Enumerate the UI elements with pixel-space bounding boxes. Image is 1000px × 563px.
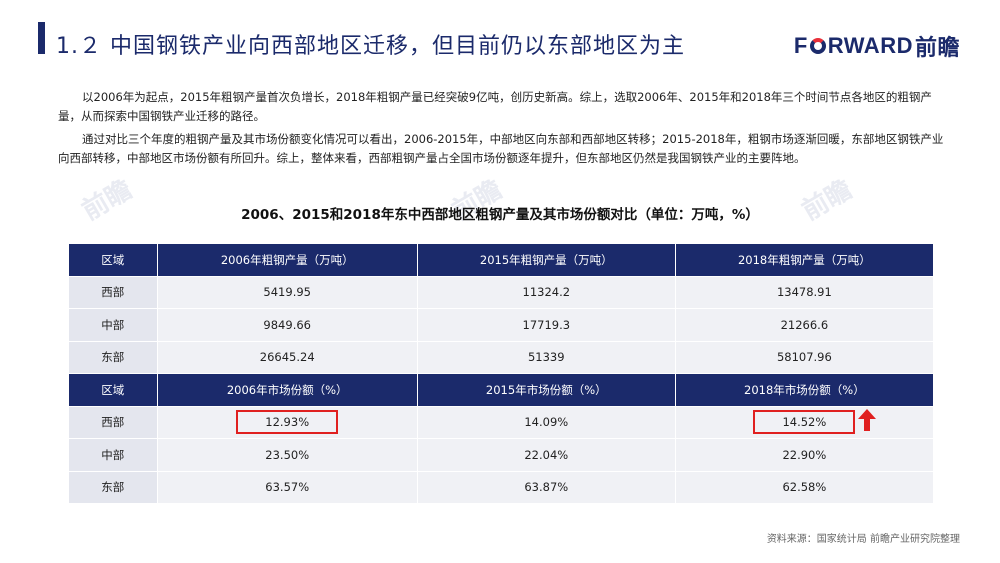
highlighted-value: 12.93% <box>236 410 339 435</box>
table-cell: 62.58% <box>674 470 935 504</box>
data-table: 区域 2006年粗钢产量（万吨） 2015年粗钢产量（万吨） 2018年粗钢产量… <box>68 243 935 504</box>
table-cell: 58107.96 <box>674 340 935 374</box>
header-cell: 2006年市场份额（%） <box>156 373 418 407</box>
table-row: 东部 63.57% 63.87% 62.58% <box>68 470 935 504</box>
logo-letters: RWARD <box>827 33 913 58</box>
paragraph-1-text: 以2006年为起点，2015年粗钢产量首次负增长，2018年粗钢产量已经突破9亿… <box>58 90 932 123</box>
table-header-row: 区域 2006年粗钢产量（万吨） 2015年粗钢产量（万吨） 2018年粗钢产量… <box>68 243 935 277</box>
table-cell: 17719.3 <box>416 308 676 342</box>
table-cell: 22.04% <box>416 438 676 472</box>
table-row: 西部 12.93% 14.09% 14.52% <box>68 405 935 439</box>
table-title: 2006、2015和2018年东中西部地区粗钢产量及其市场份额对比（单位：万吨，… <box>241 207 759 223</box>
table-cell: 63.87% <box>416 470 676 504</box>
header-cell: 区域 <box>68 243 158 277</box>
table-cell: 21266.6 <box>674 308 935 342</box>
logo-chinese: 前瞻 <box>914 35 960 60</box>
highlighted-value: 14.52% <box>753 410 856 435</box>
table-cell: 22.90% <box>674 438 935 472</box>
table-row: 西部 5419.95 11324.2 13478.91 <box>68 275 935 309</box>
table-row: 中部 23.50% 22.04% 22.90% <box>68 438 935 472</box>
table-cell: 26645.24 <box>156 340 418 374</box>
header-cell: 2018年粗钢产量（万吨） <box>674 243 935 277</box>
forward-logo: F RWARD 前瞻 <box>794 30 960 62</box>
table-cell: 14.09% <box>416 405 676 439</box>
header-cell: 2015年市场份额（%） <box>416 373 676 407</box>
source-note: 资料来源：国家统计局 前瞻产业研究院整理 <box>766 534 960 545</box>
paragraph-2: 通过对比三个年度的粗钢产量及其市场份额变化情况可以看出，2006-2015年，中… <box>58 130 948 168</box>
header-cell: 区域 <box>68 373 158 407</box>
region-cell: 东部 <box>68 340 158 374</box>
table-header-row: 区域 2006年市场份额（%） 2015年市场份额（%） 2018年市场份额（%… <box>68 373 935 407</box>
logo-letter-f: F <box>793 33 808 58</box>
table-cell: 12.93% <box>156 405 418 439</box>
paragraph-2-text: 通过对比三个年度的粗钢产量及其市场份额变化情况可以看出，2006-2015年，中… <box>58 132 944 165</box>
table-cell: 51339 <box>416 340 676 374</box>
region-cell: 中部 <box>68 438 158 472</box>
region-cell: 西部 <box>68 275 158 309</box>
table-cell: 14.52% <box>674 405 935 439</box>
logo-o-icon <box>809 38 826 54</box>
region-cell: 东部 <box>68 470 158 504</box>
header-cell: 2018年市场份额（%） <box>674 373 935 407</box>
table-row: 东部 26645.24 51339 58107.96 <box>68 340 935 374</box>
table-cell: 11324.2 <box>416 275 676 309</box>
page-title: 1.２ 中国钢铁产业向西部地区迁移，但目前仍以东部地区为主 <box>56 34 685 59</box>
region-cell: 西部 <box>68 405 158 439</box>
table-cell: 63.57% <box>156 470 418 504</box>
table-cell: 9849.66 <box>156 308 418 342</box>
paragraph-1: 以2006年为起点，2015年粗钢产量首次负增长，2018年粗钢产量已经突破9亿… <box>58 88 948 126</box>
header-cell: 2006年粗钢产量（万吨） <box>156 243 418 277</box>
table-cell: 13478.91 <box>674 275 935 309</box>
up-arrow-icon <box>858 409 876 431</box>
table-cell: 5419.95 <box>156 275 418 309</box>
title-accent-bar <box>38 22 45 54</box>
table-row: 中部 9849.66 17719.3 21266.6 <box>68 308 935 342</box>
region-cell: 中部 <box>68 308 158 342</box>
header-cell: 2015年粗钢产量（万吨） <box>416 243 676 277</box>
table-cell: 23.50% <box>156 438 418 472</box>
